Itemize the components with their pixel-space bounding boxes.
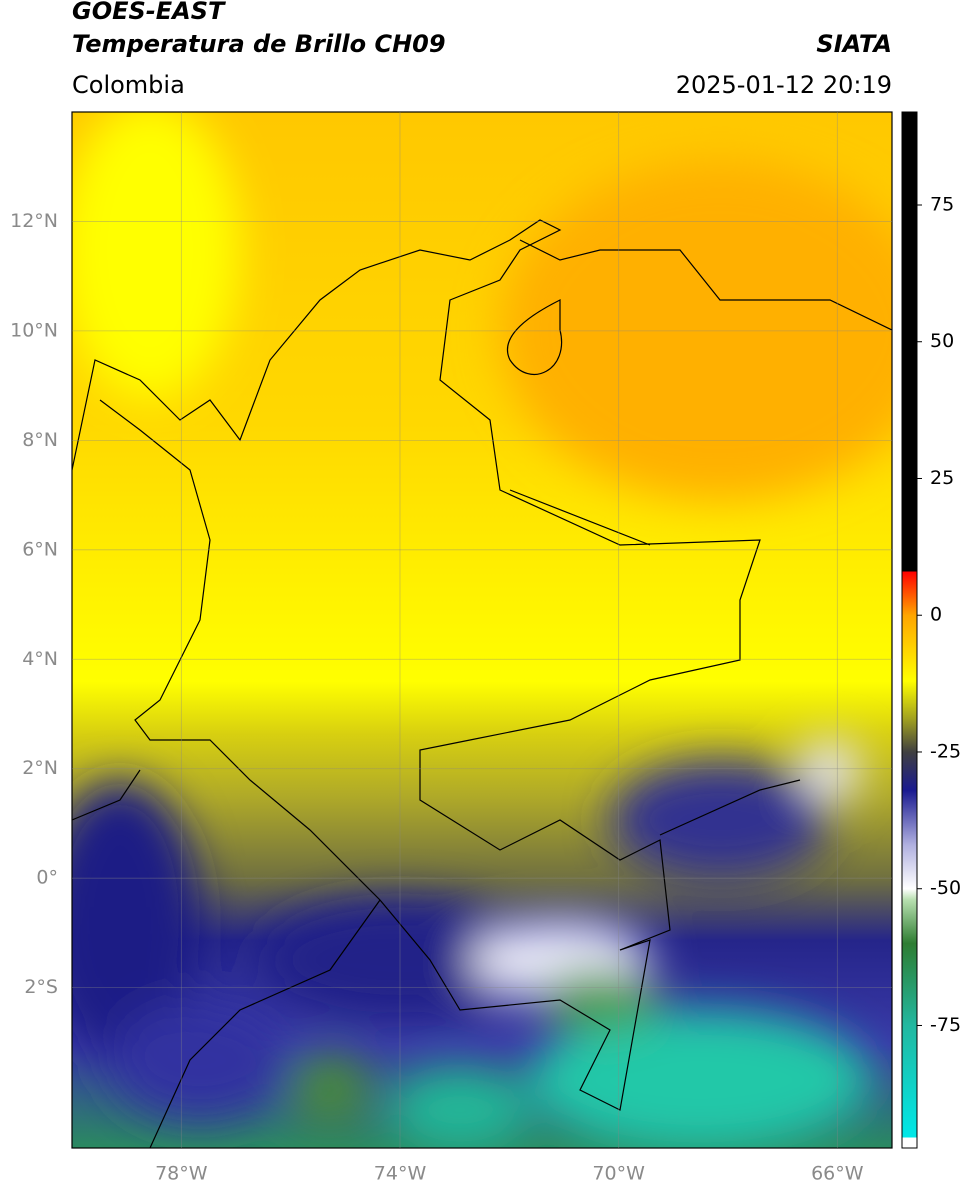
x-tick-label: 78°W <box>155 1163 208 1185</box>
y-tick-label: 2°N <box>22 757 58 779</box>
x-tick-label: 66°W <box>811 1163 864 1185</box>
x-tick-label: 70°W <box>592 1163 645 1185</box>
colorbar-tick-label: 50 <box>930 330 954 352</box>
colorbar-tick-label: 0 <box>930 604 942 626</box>
y-tick-label: 4°N <box>22 648 58 670</box>
colorbar-fill <box>902 112 917 1148</box>
x-tick-label: 74°W <box>374 1163 427 1185</box>
colorbar-tick-label: -75 <box>930 1014 961 1036</box>
y-tick-label: 0° <box>36 867 58 889</box>
y-tick-label: 2°S <box>24 976 58 998</box>
colorbar-frame <box>901 111 918 1149</box>
satellite-image <box>72 112 892 1148</box>
colorbar <box>902 112 917 1148</box>
y-tick-label: 12°N <box>10 210 58 232</box>
colorbar-tick-label: 75 <box>930 193 954 215</box>
y-tick-label: 8°N <box>22 429 58 451</box>
satellite-title: GOES-EAST <box>72 0 226 25</box>
product-title: Temperatura de Brillo CH09 <box>72 30 446 58</box>
colorbar-tick-label: 25 <box>930 467 954 489</box>
colorbar-tick-label: -25 <box>930 740 961 762</box>
timestamp: 2025-01-12 20:19 <box>676 71 892 99</box>
y-tick-label: 10°N <box>10 319 58 341</box>
source: SIATA <box>816 30 892 58</box>
y-tick-label: 6°N <box>22 538 58 560</box>
region: Colombia <box>72 71 185 99</box>
map-frame <box>71 111 893 1149</box>
colorbar-tick-label: -50 <box>930 877 961 899</box>
